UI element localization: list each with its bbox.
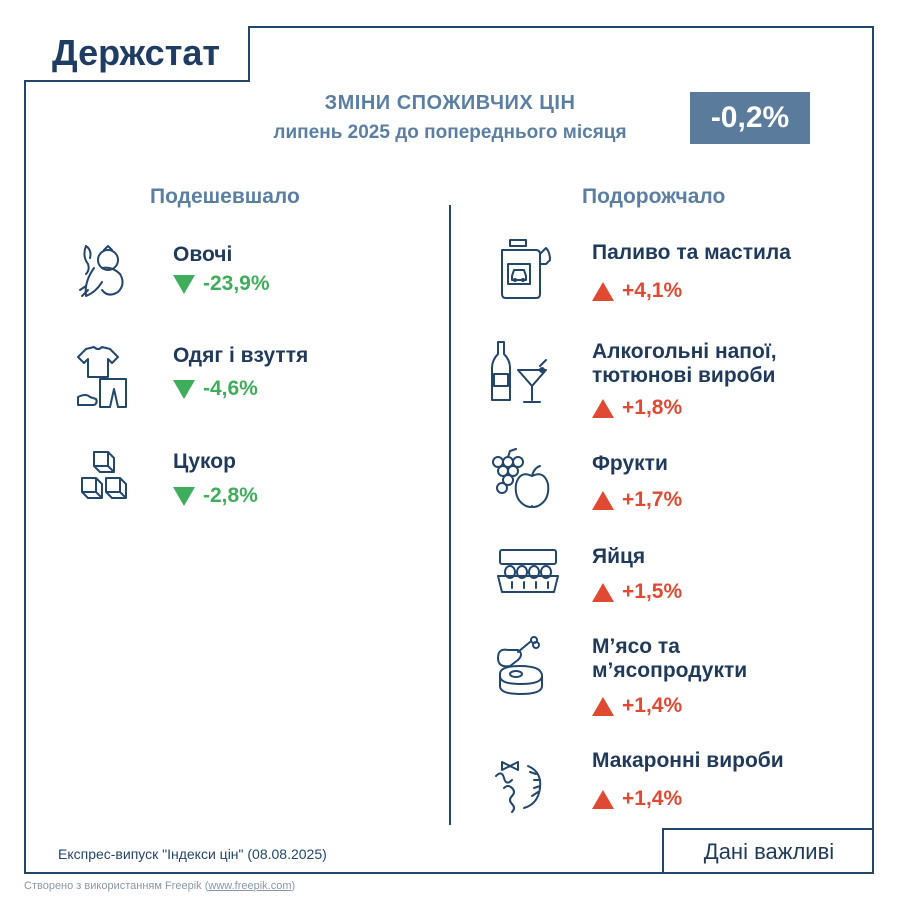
down-triangle-icon (173, 274, 195, 294)
credit-prefix: Створено з використанням Freepik ( (24, 880, 209, 892)
item-change: -2,8% (173, 484, 258, 508)
label-line: М’ясо та (592, 635, 680, 658)
item-change: +1,4% (592, 694, 682, 718)
label-line: м’ясопродукти (592, 659, 748, 682)
page-title: ЗМІНИ СПОЖИВЧИХ ЦІН (324, 92, 576, 114)
item-change: +1,7% (592, 488, 682, 512)
item-change: -23,9% (173, 272, 270, 296)
item-label: Алкогольні напої, тютюнові вироби (592, 340, 777, 388)
down-triangle-icon (173, 379, 195, 399)
eggs-icon (496, 542, 560, 606)
change-value: +1,8% (622, 396, 683, 419)
label-line: Алкогольні напої, (592, 340, 777, 363)
up-triangle-icon (592, 490, 614, 510)
up-triangle-icon (592, 696, 614, 716)
item-label: Яйця (592, 545, 646, 568)
up-triangle-icon (592, 582, 614, 602)
change-value: +4,1% (622, 279, 683, 302)
item-change: +1,4% (592, 787, 682, 811)
overall-index-badge: -0,2% (690, 92, 810, 144)
item-change: +1,8% (592, 396, 682, 420)
change-value: -23,9% (203, 272, 270, 295)
fruit-icon (488, 448, 552, 512)
item-label: Цукор (173, 450, 236, 473)
logo: Держстат (24, 26, 250, 82)
source-note: Експрес-випуск "Індекси цін" (08.08.2025… (58, 846, 327, 862)
pasta-icon (488, 752, 552, 816)
pricier-heading: Подорожчало (582, 185, 726, 208)
up-triangle-icon (592, 789, 614, 809)
tagline-box: Дані важливі (662, 828, 874, 874)
item-label: Овочі (173, 243, 233, 266)
change-value: -4,6% (203, 377, 258, 400)
freepik-link[interactable]: www.freepik.com (208, 880, 292, 892)
change-value: +1,4% (622, 694, 683, 717)
change-value: +1,5% (622, 580, 683, 603)
item-label: Макаронні вироби (592, 749, 784, 772)
fuel-icon (490, 236, 554, 300)
up-triangle-icon (592, 398, 614, 418)
cheaper-heading: Подешевшало (150, 185, 300, 208)
item-label: Паливо та мастила (592, 241, 791, 264)
up-triangle-icon (592, 281, 614, 301)
sugar-icon (72, 448, 136, 512)
item-label: Фрукти (592, 452, 668, 475)
vegetables-icon (72, 238, 136, 302)
label-line: тютюнові вироби (592, 364, 776, 387)
page-subtitle: липень 2025 до попереднього місяця (273, 122, 627, 143)
title-block: ЗМІНИ СПОЖИВЧИХ ЦІН липень 2025 до попер… (220, 90, 680, 146)
item-change: +1,5% (592, 580, 682, 604)
item-label: М’ясо та м’ясопродукти (592, 635, 747, 683)
clothing-icon (72, 345, 136, 409)
change-value: +1,7% (622, 488, 683, 511)
credit-line: Створено з використанням Freepik (www.fr… (24, 880, 295, 892)
change-value: -2,8% (203, 484, 258, 507)
credit-suffix: ) (291, 880, 296, 892)
item-change: +4,1% (592, 279, 682, 303)
column-divider (449, 205, 451, 825)
down-triangle-icon (173, 486, 195, 506)
meat-icon (494, 634, 558, 698)
change-value: +1,4% (622, 787, 683, 810)
alcohol-icon (488, 340, 552, 404)
item-change: -4,6% (173, 377, 258, 401)
item-label: Одяг і взуття (173, 344, 309, 367)
infographic-frame (24, 26, 874, 874)
